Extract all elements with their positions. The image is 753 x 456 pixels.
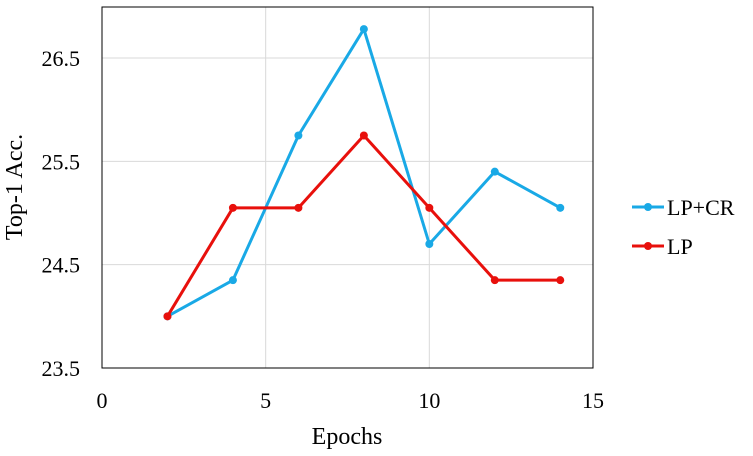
x-tick-label: 0 — [97, 388, 108, 413]
y-axis-ticks: 23.5 24.5 25.5 26.5 — [42, 46, 81, 381]
data-point — [425, 203, 434, 212]
data-point — [359, 25, 368, 34]
x-tick-label: 5 — [260, 388, 271, 413]
series-line — [166, 134, 561, 318]
y-tick-label: 23.5 — [42, 356, 81, 381]
y-tick-label: 24.5 — [42, 253, 81, 278]
x-tick-label: 15 — [582, 388, 604, 413]
x-tick-label: 10 — [418, 388, 440, 413]
data-point — [294, 131, 303, 140]
series-line — [166, 27, 561, 318]
data-point — [294, 203, 303, 212]
data-point — [228, 276, 237, 285]
series-layer — [163, 25, 565, 321]
plot-area-border — [101, 6, 594, 369]
data-point — [556, 203, 565, 212]
y-axis-label: Top-1 Acc. — [2, 134, 28, 240]
data-point — [490, 167, 499, 176]
legend: LP+CR LP — [632, 195, 735, 259]
legend-label: LP+CR — [667, 195, 735, 220]
series-lp-cr — [163, 25, 565, 321]
data-point — [228, 203, 237, 212]
data-point — [425, 240, 434, 248]
y-tick-label: 25.5 — [42, 149, 81, 174]
data-point — [490, 276, 499, 285]
legend-label: LP — [667, 234, 693, 259]
y-tick-label: 26.5 — [42, 46, 81, 71]
data-point — [163, 312, 172, 321]
data-point — [359, 131, 368, 140]
legend-swatch-marker — [644, 242, 652, 250]
grid-lines — [102, 7, 593, 368]
x-axis-label: Epochs — [312, 424, 383, 450]
series-lp — [163, 131, 565, 321]
legend-item: LP+CR — [632, 195, 735, 220]
x-axis-ticks: 0 5 10 15 — [97, 388, 605, 413]
legend-swatch-marker — [644, 203, 652, 211]
data-point — [556, 276, 565, 285]
legend-item: LP — [632, 234, 693, 259]
